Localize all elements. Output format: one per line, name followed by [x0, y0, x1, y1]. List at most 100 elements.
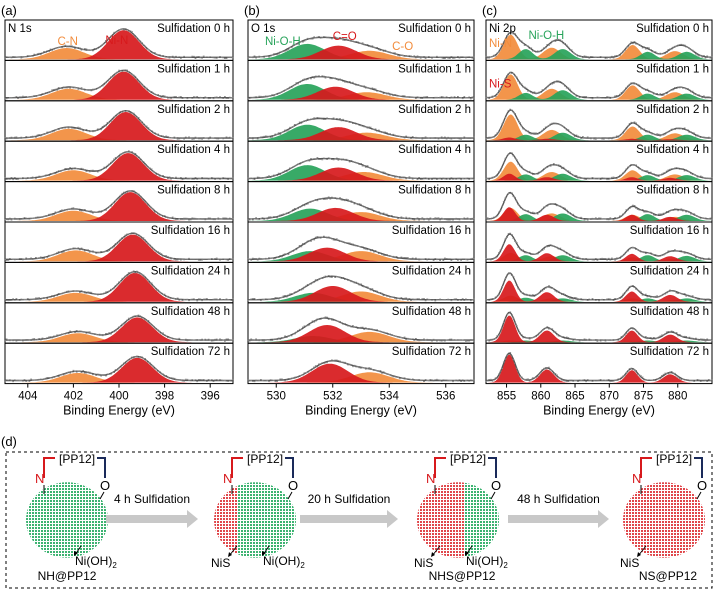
ligand-o-arm — [97, 457, 106, 478]
arrowhead — [637, 552, 641, 557]
process-arrow-3: 48 h Sulfidation — [508, 492, 609, 528]
raw-data — [247, 157, 475, 181]
stage-name: NS@PP12 — [639, 569, 698, 583]
peak-ni-s — [486, 173, 712, 181]
row-label: Sulfidation 1 h — [157, 63, 230, 75]
scheme-particle-1: N [PP12] O Ni(OH)2NH@PP12 — [26, 452, 117, 583]
x-tick-label: 530 — [267, 391, 286, 403]
spectrum-row: Sulfidation 72 h — [4, 342, 234, 385]
row-label: Sulfidation 2 h — [398, 104, 471, 116]
peak-c-n — [5, 48, 233, 60]
xps-panel-b: (b) Sulfidation 0 h Sulfidation 1 h Sulfida… — [244, 3, 475, 418]
spectrum-row: Sulfidation 0 h — [485, 19, 713, 61]
product-nioh2: Ni(OH)2 — [466, 554, 508, 570]
row-label: Sulfidation 1 h — [636, 63, 709, 75]
peak-ni-o-h — [248, 124, 474, 141]
raw-data — [485, 232, 713, 261]
peak-ni-n — [5, 71, 233, 100]
peak-ni-n — [5, 357, 233, 383]
peak-c-n — [5, 333, 233, 343]
peak-label: Ni-O-H — [528, 30, 564, 42]
row-label: Sulfidation 16 h — [151, 225, 230, 237]
panel-label-c: (c) — [482, 3, 497, 18]
row-label: Sulfidation 0 h — [398, 23, 471, 35]
peak-c-n — [5, 250, 233, 262]
spectrum-row: Sulfidation 72 h — [485, 342, 713, 385]
row-label: Sulfidation 8 h — [157, 185, 230, 197]
peak-c-n — [5, 170, 233, 181]
peak-c-o — [248, 325, 474, 343]
step-label: 20 h Sulfidation — [308, 492, 391, 506]
fit-envelope — [248, 317, 474, 341]
ligand-o-arm — [694, 457, 703, 478]
spectrum-row: Sulfidation 4 h — [247, 140, 475, 183]
peak-c-n — [5, 210, 233, 221]
peak-c-o — [248, 372, 474, 383]
spectrum-row: Sulfidation 4 h — [485, 140, 713, 183]
arrowhead — [262, 551, 266, 556]
spectrum-row: Sulfidation 1 h — [485, 59, 713, 102]
ligand-o-arm — [488, 457, 497, 478]
particle-atoms — [623, 482, 705, 558]
product-nioh2: Ni(OH)2 — [75, 554, 117, 570]
atoms-ni-oh2 — [26, 482, 108, 558]
atoms-nis — [623, 482, 705, 558]
peak-ni-o-h — [486, 255, 712, 262]
peak-label: C-N — [57, 36, 77, 48]
ligand-o-arm — [285, 457, 294, 478]
peak-c-o — [248, 167, 474, 181]
x-tick-label: 870 — [600, 391, 619, 403]
row-label: Sulfidation 72 h — [392, 346, 471, 358]
panel-title: N 1s — [8, 23, 32, 35]
arrow-head — [387, 510, 398, 528]
ligand-n: N — [35, 471, 44, 486]
spectrum-row: Sulfidation 1 h — [247, 59, 475, 102]
arrow-head — [598, 510, 609, 528]
spectrum-row: Sulfidation 72 h — [247, 342, 475, 385]
x-axis-label: Binding Energy (eV) — [305, 404, 417, 418]
product-nis: NiS — [620, 556, 639, 570]
spectrum-row: Sulfidation 8 h — [485, 181, 713, 223]
arrow-head — [187, 510, 198, 528]
ligand-n: N — [426, 471, 435, 486]
peak-ni-n — [5, 153, 233, 181]
peak-c-o — [248, 86, 474, 100]
peak-ni-n — [5, 234, 233, 262]
process-arrow-2: 20 h Sulfidation — [300, 492, 398, 528]
spectrum-row: Sulfidation 16 h — [247, 221, 475, 263]
peak-ni-o-h — [486, 213, 712, 221]
row-label: Sulfidation 1 h — [398, 63, 471, 75]
arrow-shaft — [106, 515, 188, 523]
peak-ni-s — [486, 280, 712, 302]
ligand-label: [PP12] — [247, 452, 283, 466]
peak-ni-n — [5, 192, 233, 221]
ligand-bond — [99, 491, 105, 500]
row-label: Sulfidation 16 h — [630, 225, 709, 237]
arrow-shaft — [300, 515, 388, 523]
peak-c-o — [248, 251, 474, 262]
raw-data — [485, 108, 713, 140]
raw-data — [4, 150, 234, 181]
peak-ni-o-h — [486, 297, 712, 302]
raw-data — [485, 272, 713, 302]
peak-ni-n — [486, 74, 712, 100]
spectrum-row: Sulfidation 48 h — [4, 302, 234, 344]
x-axis-label: Binding Energy (eV) — [543, 404, 655, 418]
product-nis: NiS — [211, 556, 230, 570]
raw-data — [4, 232, 234, 261]
x-tick-label: 860 — [531, 391, 550, 403]
ligand-n-arm — [434, 457, 446, 478]
peak-c-o — [248, 363, 474, 383]
peak-c-o — [248, 247, 474, 262]
process-arrow-1: 4 h Sulfidation — [106, 492, 198, 528]
raw-data — [4, 110, 234, 140]
ligand-o: O — [697, 478, 707, 493]
x-tick-label: 396 — [201, 391, 220, 403]
subscript: 2 — [503, 561, 508, 570]
peak-ni-n — [5, 272, 233, 302]
x-tick-label: 880 — [668, 391, 687, 403]
spectrum-row: Sulfidation 1 h — [4, 59, 234, 102]
x-tick-label: 400 — [109, 391, 128, 403]
xps-panel-a: (a) Sulfidation 0 h Sulfidation 1 h Sulfida… — [1, 3, 234, 418]
